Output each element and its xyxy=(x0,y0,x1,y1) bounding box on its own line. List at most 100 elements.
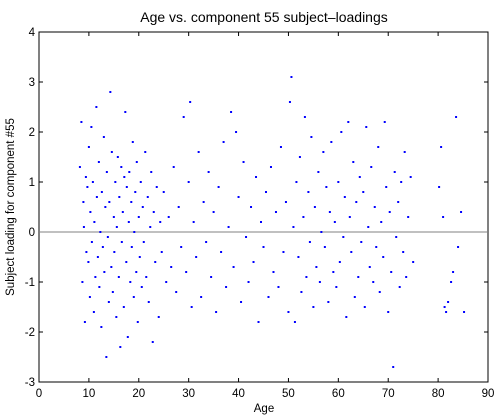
data-point xyxy=(159,221,162,223)
x-axis-label: Age xyxy=(254,403,274,415)
data-point xyxy=(377,146,380,148)
data-point xyxy=(122,306,125,308)
x-tick-label: 90 xyxy=(482,388,495,400)
data-point xyxy=(353,296,356,298)
data-point xyxy=(284,201,287,203)
data-point xyxy=(109,91,112,93)
data-point xyxy=(457,246,460,248)
x-tick-label: 80 xyxy=(432,388,445,400)
data-point xyxy=(288,101,291,103)
data-point xyxy=(192,221,195,223)
data-point xyxy=(443,306,446,308)
data-point xyxy=(202,201,205,203)
data-point xyxy=(317,171,320,173)
data-point xyxy=(137,216,140,218)
data-point xyxy=(342,236,345,238)
data-point xyxy=(85,251,88,253)
data-point xyxy=(363,306,366,308)
axis-ticks: 0 10 20 30 40 50 60 70 80 90 -3 -2 -1 0 1 2 3 4 xyxy=(25,27,495,400)
data-point xyxy=(129,281,132,283)
data-point xyxy=(235,131,238,133)
data-point xyxy=(185,271,188,273)
data-point xyxy=(84,176,87,178)
data-point xyxy=(130,246,133,248)
data-point xyxy=(127,221,130,223)
data-point xyxy=(450,281,453,283)
data-point xyxy=(227,226,230,228)
data-point xyxy=(200,296,203,298)
data-point xyxy=(125,186,128,188)
data-point xyxy=(95,196,98,198)
data-point xyxy=(78,166,81,168)
data-point xyxy=(347,121,350,123)
data-point xyxy=(305,276,308,278)
data-point xyxy=(151,341,154,343)
data-point xyxy=(348,216,351,218)
data-point xyxy=(136,321,139,323)
x-tick-label: 20 xyxy=(132,388,145,400)
data-point xyxy=(99,231,102,233)
data-point xyxy=(94,276,97,278)
data-point xyxy=(167,216,170,218)
data-point xyxy=(340,131,343,133)
data-point xyxy=(217,186,220,188)
data-point xyxy=(101,246,104,248)
data-point xyxy=(298,156,301,158)
data-point xyxy=(220,251,223,253)
data-point xyxy=(260,221,263,223)
plot-area xyxy=(38,31,489,383)
data-point xyxy=(452,271,455,273)
data-point xyxy=(357,276,360,278)
data-point xyxy=(150,171,153,173)
data-point xyxy=(113,251,116,253)
data-point xyxy=(343,196,346,198)
data-point xyxy=(447,301,450,303)
data-point xyxy=(89,211,92,213)
data-point xyxy=(303,116,306,118)
data-point xyxy=(232,266,235,268)
y-axis-label: Subject loading for component #55 xyxy=(5,118,17,296)
data-point xyxy=(160,251,163,253)
data-point xyxy=(382,256,385,258)
data-point xyxy=(119,346,122,348)
data-point xyxy=(112,216,115,218)
data-point xyxy=(165,281,168,283)
data-point xyxy=(107,301,110,303)
data-point xyxy=(287,311,290,313)
data-point xyxy=(240,301,243,303)
data-point xyxy=(358,176,361,178)
data-point xyxy=(90,241,93,243)
data-point xyxy=(332,271,335,273)
data-point xyxy=(172,166,175,168)
data-point xyxy=(222,141,225,143)
data-point xyxy=(146,196,149,198)
data-point xyxy=(215,311,218,313)
chart-title: Age vs. component 55 subject–loadings xyxy=(140,9,388,25)
data-point xyxy=(325,186,328,188)
data-point xyxy=(335,286,338,288)
data-point xyxy=(125,261,128,263)
y-tick-label: -1 xyxy=(25,277,35,289)
data-point xyxy=(88,296,91,298)
data-point xyxy=(155,186,158,188)
data-point xyxy=(110,266,113,268)
data-point xyxy=(403,151,406,153)
data-point xyxy=(392,366,395,368)
data-point xyxy=(93,221,96,223)
data-point xyxy=(182,116,185,118)
data-point xyxy=(91,181,94,183)
data-point xyxy=(81,281,84,283)
data-point xyxy=(282,251,285,253)
data-point xyxy=(355,201,358,203)
data-point xyxy=(387,311,390,313)
data-point xyxy=(440,146,443,148)
data-point xyxy=(320,231,323,233)
data-point xyxy=(315,266,318,268)
data-point xyxy=(279,146,282,148)
data-point xyxy=(170,266,173,268)
data-point xyxy=(269,166,272,168)
x-tick-label: 50 xyxy=(282,388,295,400)
data-point xyxy=(438,186,441,188)
data-point xyxy=(86,186,89,188)
data-point xyxy=(100,191,103,193)
